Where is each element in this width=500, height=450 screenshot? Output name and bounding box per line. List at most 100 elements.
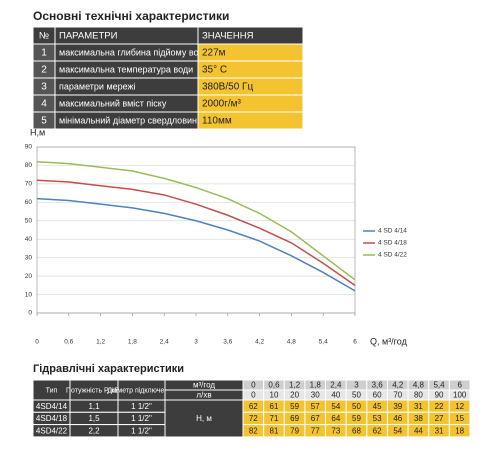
head-value: 45 <box>373 402 382 411</box>
hyd-header: Тип <box>46 387 58 394</box>
flow-lmin: 90 <box>435 391 444 400</box>
y-tick-label: 80 <box>25 162 33 169</box>
pump-diameter: 1 1/2" <box>131 414 152 423</box>
head-value: 69 <box>290 414 299 423</box>
pump-type: 4SD4/18 <box>36 414 68 423</box>
head-value: 31 <box>414 402 423 411</box>
head-value: 12 <box>455 402 464 411</box>
head-value: 59 <box>290 402 299 411</box>
head-value: 38 <box>414 414 423 423</box>
plot-border <box>36 146 356 314</box>
pump-power: 1,5 <box>88 414 100 423</box>
head-value: 27 <box>435 414 444 423</box>
flow-m3h: 6 <box>457 381 462 390</box>
flow-lmin: 30 <box>311 391 320 400</box>
head-value: 61 <box>270 402 279 411</box>
legend-label: 4 SD 4/22 <box>378 252 407 259</box>
flow-lmin: 100 <box>453 391 467 400</box>
flow-m3h: 3 <box>354 381 359 390</box>
x-tick-label: 3 <box>194 339 198 346</box>
x-tick-label: 4,2 <box>255 339 264 346</box>
flow-lmin: 10 <box>270 391 279 400</box>
flow-m3h: 5,4 <box>433 381 445 390</box>
head-value: 62 <box>249 402 258 411</box>
flow-m3h: 2,4 <box>330 381 342 390</box>
y-tick-label: 60 <box>25 199 33 206</box>
head-value: 31 <box>435 426 444 435</box>
head-value: 53 <box>373 414 382 423</box>
legend-label: 4 SD 4/14 <box>378 228 407 235</box>
spec-param: мінімальний діаметр свердловини <box>59 115 202 125</box>
flow-m3h: 1,2 <box>289 381 301 390</box>
head-label: Н, м <box>196 414 212 423</box>
spec-value: 2000г/м³ <box>202 99 242 110</box>
head-value: 79 <box>290 426 299 435</box>
head-value: 67 <box>311 414 320 423</box>
head-value: 73 <box>331 426 340 435</box>
spec-number: 4 <box>41 99 47 110</box>
y-tick-label: 90 <box>25 144 33 151</box>
series-line <box>36 179 356 286</box>
head-value: 15 <box>455 414 464 423</box>
pump-type: 4SD4/14 <box>36 402 68 411</box>
x-tick-label: 1,2 <box>96 339 105 346</box>
spec-value: 380В/50 Гц <box>202 82 253 93</box>
head-value-bg <box>448 424 471 438</box>
flow-lmin: 20 <box>290 391 299 400</box>
pump-power: 2,2 <box>88 426 100 435</box>
head-value: 77 <box>311 426 320 435</box>
head-value: 44 <box>414 426 423 435</box>
flow-lmin: 40 <box>331 391 340 400</box>
flow-lmin: 70 <box>393 391 402 400</box>
x-tick-label: 6 <box>353 339 357 346</box>
y-tick-label: 0 <box>28 310 32 317</box>
spec-value: 35° C <box>202 65 227 76</box>
flow-lmin: 80 <box>414 391 423 400</box>
spec-number: 2 <box>41 65 47 76</box>
head-value: 68 <box>352 426 361 435</box>
x-tick-label: 0 <box>35 339 39 346</box>
head-value: 62 <box>373 426 382 435</box>
spec-value: 227м <box>202 48 226 59</box>
spec-value-bg <box>197 111 304 130</box>
head-value: 39 <box>393 402 402 411</box>
head-value: 57 <box>311 402 320 411</box>
y-tick-label: 20 <box>25 273 33 280</box>
head-value: 46 <box>393 414 402 423</box>
series-line <box>36 161 356 281</box>
flow-lmin: 60 <box>373 391 382 400</box>
head-value: 59 <box>352 414 361 423</box>
hyd-header: Потужність Р, кВт <box>66 386 123 394</box>
flow-m3h: 0 <box>251 381 256 390</box>
pump-diameter: 1 1/2" <box>131 426 152 435</box>
head-value: 64 <box>331 414 340 423</box>
spec-value: 110мм <box>202 116 232 127</box>
legend-label: 4 SD 4/18 <box>378 240 407 247</box>
x-tick-label: 5,4 <box>319 339 328 346</box>
flow-m3h-label: м³/год <box>193 381 215 390</box>
x-tick-label: 2,4 <box>160 339 169 346</box>
series-line <box>36 197 356 292</box>
y-tick-label: 10 <box>25 291 33 298</box>
flow-lmin: 0 <box>251 391 256 400</box>
pump-diameter: 1 1/2" <box>131 402 152 411</box>
x-axis-label: Q, м³/год <box>370 336 408 346</box>
flow-m3h: 0,6 <box>268 381 280 390</box>
flow-m3h: 4,2 <box>392 381 404 390</box>
hydraulic-title: Гідравлічні характеристики <box>33 363 184 375</box>
spec-param: максимальна температура води <box>59 64 193 74</box>
spec-number: 5 <box>41 116 47 127</box>
head-label-bg <box>164 399 244 438</box>
spec-param: максимальний вміст піску <box>59 98 167 108</box>
x-tick-label: 0,6 <box>64 339 73 346</box>
head-value: 72 <box>249 414 258 423</box>
head-value: 50 <box>352 402 361 411</box>
head-value: 82 <box>249 426 258 435</box>
head-value: 54 <box>393 426 402 435</box>
y-tick-label: 50 <box>25 217 33 224</box>
x-tick-label: 3,6 <box>223 339 232 346</box>
pump-power: 1,1 <box>88 402 100 411</box>
flow-lmin-label: л/хв <box>196 391 211 400</box>
